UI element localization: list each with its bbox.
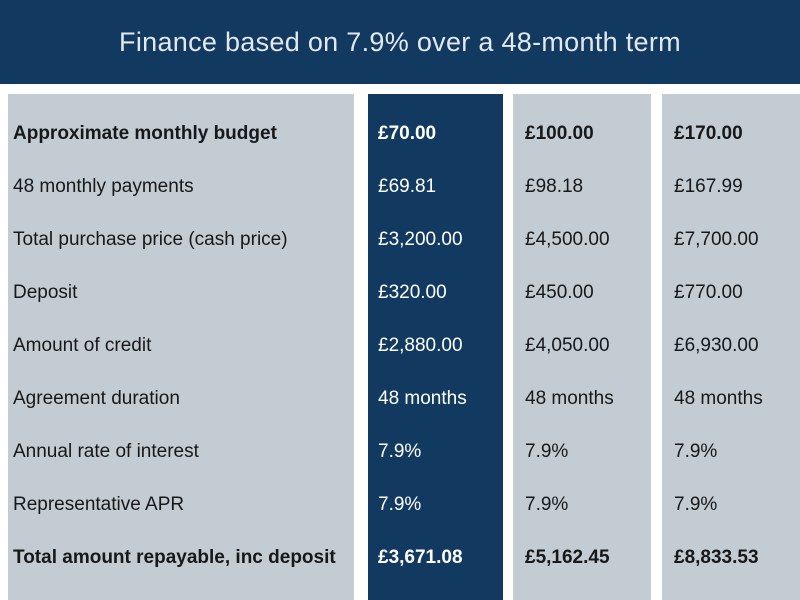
value-cell: £320.00 (378, 281, 447, 303)
value-cell: 7.9% (674, 493, 718, 515)
value-cell: £450.00 (525, 281, 594, 303)
value-cell: 7.9% (525, 440, 569, 462)
value-cell: £70.00 (378, 122, 437, 144)
page-title: Finance based on 7.9% over a 48-month te… (119, 26, 681, 57)
header-bar: Finance based on 7.9% over a 48-month te… (0, 0, 800, 84)
value-cell: £4,050.00 (525, 334, 610, 356)
row-label-approximate-monthly-budget: Approximate monthly budget (13, 122, 277, 144)
value-cell: £69.81 (378, 175, 437, 197)
value-cell: £770.00 (674, 281, 743, 303)
option-column-2: £100.00 £98.18 £4,500.00 £450.00 £4,050.… (513, 94, 651, 600)
value-cell: £98.18 (525, 175, 584, 197)
row-label-48-monthly-payments: 48 monthly payments (13, 175, 194, 197)
option-column-1-highlighted: £70.00 £69.81 £3,200.00 £320.00 £2,880.0… (368, 94, 503, 600)
value-cell: £7,700.00 (674, 228, 759, 250)
row-labels-column: Approximate monthly budget 48 monthly pa… (8, 94, 354, 600)
value-cell: 7.9% (674, 440, 718, 462)
row-label-agreement-duration: Agreement duration (13, 387, 180, 409)
row-label-deposit: Deposit (13, 281, 78, 303)
row-label-amount-of-credit: Amount of credit (13, 334, 152, 356)
value-cell: £3,671.08 (378, 546, 463, 568)
row-label-annual-rate-of-interest: Annual rate of interest (13, 440, 199, 462)
value-cell: £167.99 (674, 175, 743, 197)
value-cell: 7.9% (378, 440, 422, 462)
value-cell: £8,833.53 (674, 546, 759, 568)
value-cell: 7.9% (525, 493, 569, 515)
value-cell: 48 months (674, 387, 763, 409)
value-cell: 48 months (525, 387, 614, 409)
row-label-total-amount-repayable: Total amount repayable, inc deposit (13, 546, 336, 568)
option-column-3: £170.00 £167.99 £7,700.00 £770.00 £6,930… (662, 94, 800, 600)
row-label-representative-apr: Representative APR (13, 493, 185, 515)
value-cell: £170.00 (674, 122, 743, 144)
value-cell: £3,200.00 (378, 228, 463, 250)
value-cell: £6,930.00 (674, 334, 759, 356)
value-cell: 48 months (378, 387, 467, 409)
value-cell: £100.00 (525, 122, 594, 144)
value-cell: £2,880.00 (378, 334, 463, 356)
row-label-total-purchase-price: Total purchase price (cash price) (13, 228, 288, 250)
value-cell: £5,162.45 (525, 546, 610, 568)
value-cell: £4,500.00 (525, 228, 610, 250)
value-cell: 7.9% (378, 493, 422, 515)
